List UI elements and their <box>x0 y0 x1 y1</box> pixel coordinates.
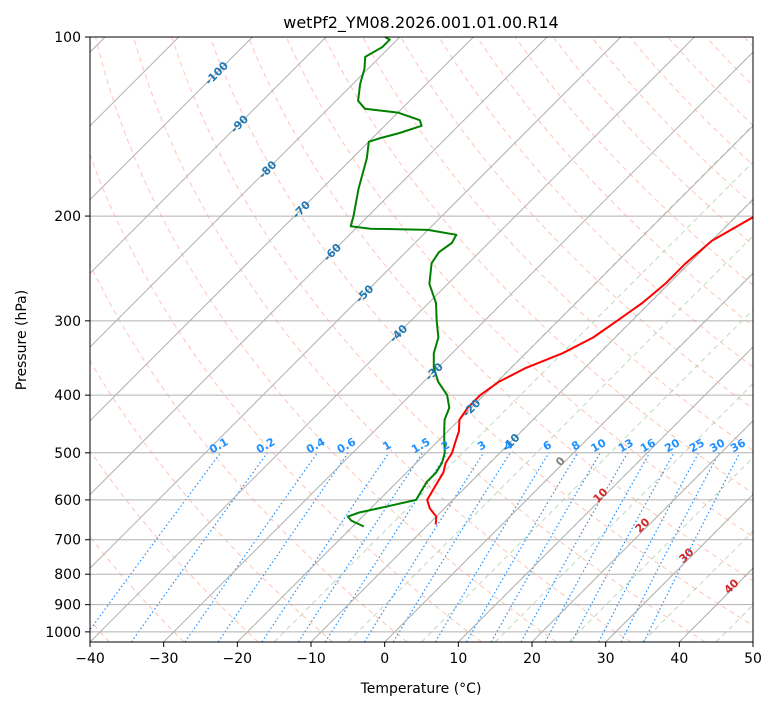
isotherm-line <box>605 493 753 642</box>
dry-adiabat-line <box>90 360 334 642</box>
x-tick-label: −30 <box>149 651 179 667</box>
mixing-ratio-line <box>184 452 318 642</box>
moist-adiabat-line <box>273 161 753 642</box>
y-tick-label: 800 <box>54 567 81 583</box>
x-tick-label: −20 <box>223 651 253 667</box>
y-tick-label: 200 <box>54 209 81 225</box>
dry-adiabat-line <box>90 263 408 642</box>
dry-adiabat-line <box>90 450 259 642</box>
isotherm-line <box>90 37 253 201</box>
y-tick-label: 900 <box>54 598 81 614</box>
dry-adiabat-line <box>209 37 753 627</box>
dry-adiabat-line <box>171 37 706 642</box>
isotherm-line <box>384 272 753 642</box>
mixing-ratio-line <box>297 452 424 642</box>
dry-adiabat-line <box>133 37 632 642</box>
dry-adiabat-line <box>476 37 753 327</box>
dry-adiabat-line <box>247 37 753 582</box>
x-tick-label: 30 <box>597 651 615 667</box>
x-axis-title: Temperature (°C) <box>360 681 482 697</box>
mixing-ratio-line <box>324 452 448 642</box>
x-tick-label: 20 <box>523 651 541 667</box>
isotherm-line <box>457 346 753 642</box>
mixing-ratio-line <box>490 452 601 642</box>
x-tick-label: 40 <box>670 651 688 667</box>
isotherm-line <box>310 198 753 642</box>
y-tick-label: 500 <box>54 446 81 462</box>
dewpoint-profile-line <box>346 37 458 528</box>
isotherm-line <box>90 37 548 496</box>
isotherm-line <box>90 37 401 348</box>
dry-adiabat-line <box>90 153 483 642</box>
y-axis-title: Pressure (hPa) <box>14 290 30 390</box>
x-tick-label: 0 <box>380 651 389 667</box>
moist-adiabat-line <box>421 309 753 642</box>
mixing-ratio-line <box>544 452 651 642</box>
isotherm-line <box>90 37 474 422</box>
mixing-ratio-line <box>598 452 700 642</box>
y-tick-label: 700 <box>54 533 81 549</box>
temperature-profile-line <box>426 216 753 525</box>
x-tick-label: −10 <box>296 651 326 667</box>
isotherm-line <box>236 125 753 642</box>
plot-frame <box>89 36 754 643</box>
chart-title: wetPf2_YM08.2026.001.01.00.R14 <box>283 13 558 33</box>
x-tick-label: 10 <box>449 651 467 667</box>
dry-adiabat-line <box>90 535 185 642</box>
isotherm-line <box>163 51 753 642</box>
dry-adiabat-line <box>95 37 557 642</box>
y-tick-label: 600 <box>54 493 81 509</box>
dry-adiabat-line <box>438 37 753 368</box>
dry-adiabat-line <box>323 37 753 494</box>
mixing-ratio-line <box>520 452 629 642</box>
isotherm-line <box>90 37 622 569</box>
mixing-ratio-line <box>620 452 720 642</box>
y-tick-label: 1000 <box>45 625 81 641</box>
x-tick-label: −40 <box>75 651 105 667</box>
y-tick-label: 300 <box>54 314 81 330</box>
axes: −40 −30 −20 −10 0 10 20 30 40 50 100 200 300 400 500 60… <box>45 30 762 667</box>
y-tick-label: 400 <box>54 388 81 404</box>
isotherm-line <box>531 420 753 642</box>
mixing-ratio-line <box>217 452 349 642</box>
moist-adiabat-line <box>494 382 753 642</box>
mixing-ratio-line <box>90 452 222 631</box>
moist-adiabat-line <box>347 235 753 642</box>
mixing-ratio-line <box>363 452 485 642</box>
x-tick-label: 50 <box>744 651 762 667</box>
mixing-ratio-line <box>261 452 390 642</box>
plot-area: -100-90-80-70-60-50-40-30-20-100.1 0.2 0.4… <box>90 37 753 642</box>
moist-adiabat-line <box>568 456 753 642</box>
y-tick-label: 100 <box>54 30 81 46</box>
isotherm-line <box>90 37 695 642</box>
dry-adiabat-line <box>285 37 753 538</box>
isotherm-line <box>90 37 327 275</box>
